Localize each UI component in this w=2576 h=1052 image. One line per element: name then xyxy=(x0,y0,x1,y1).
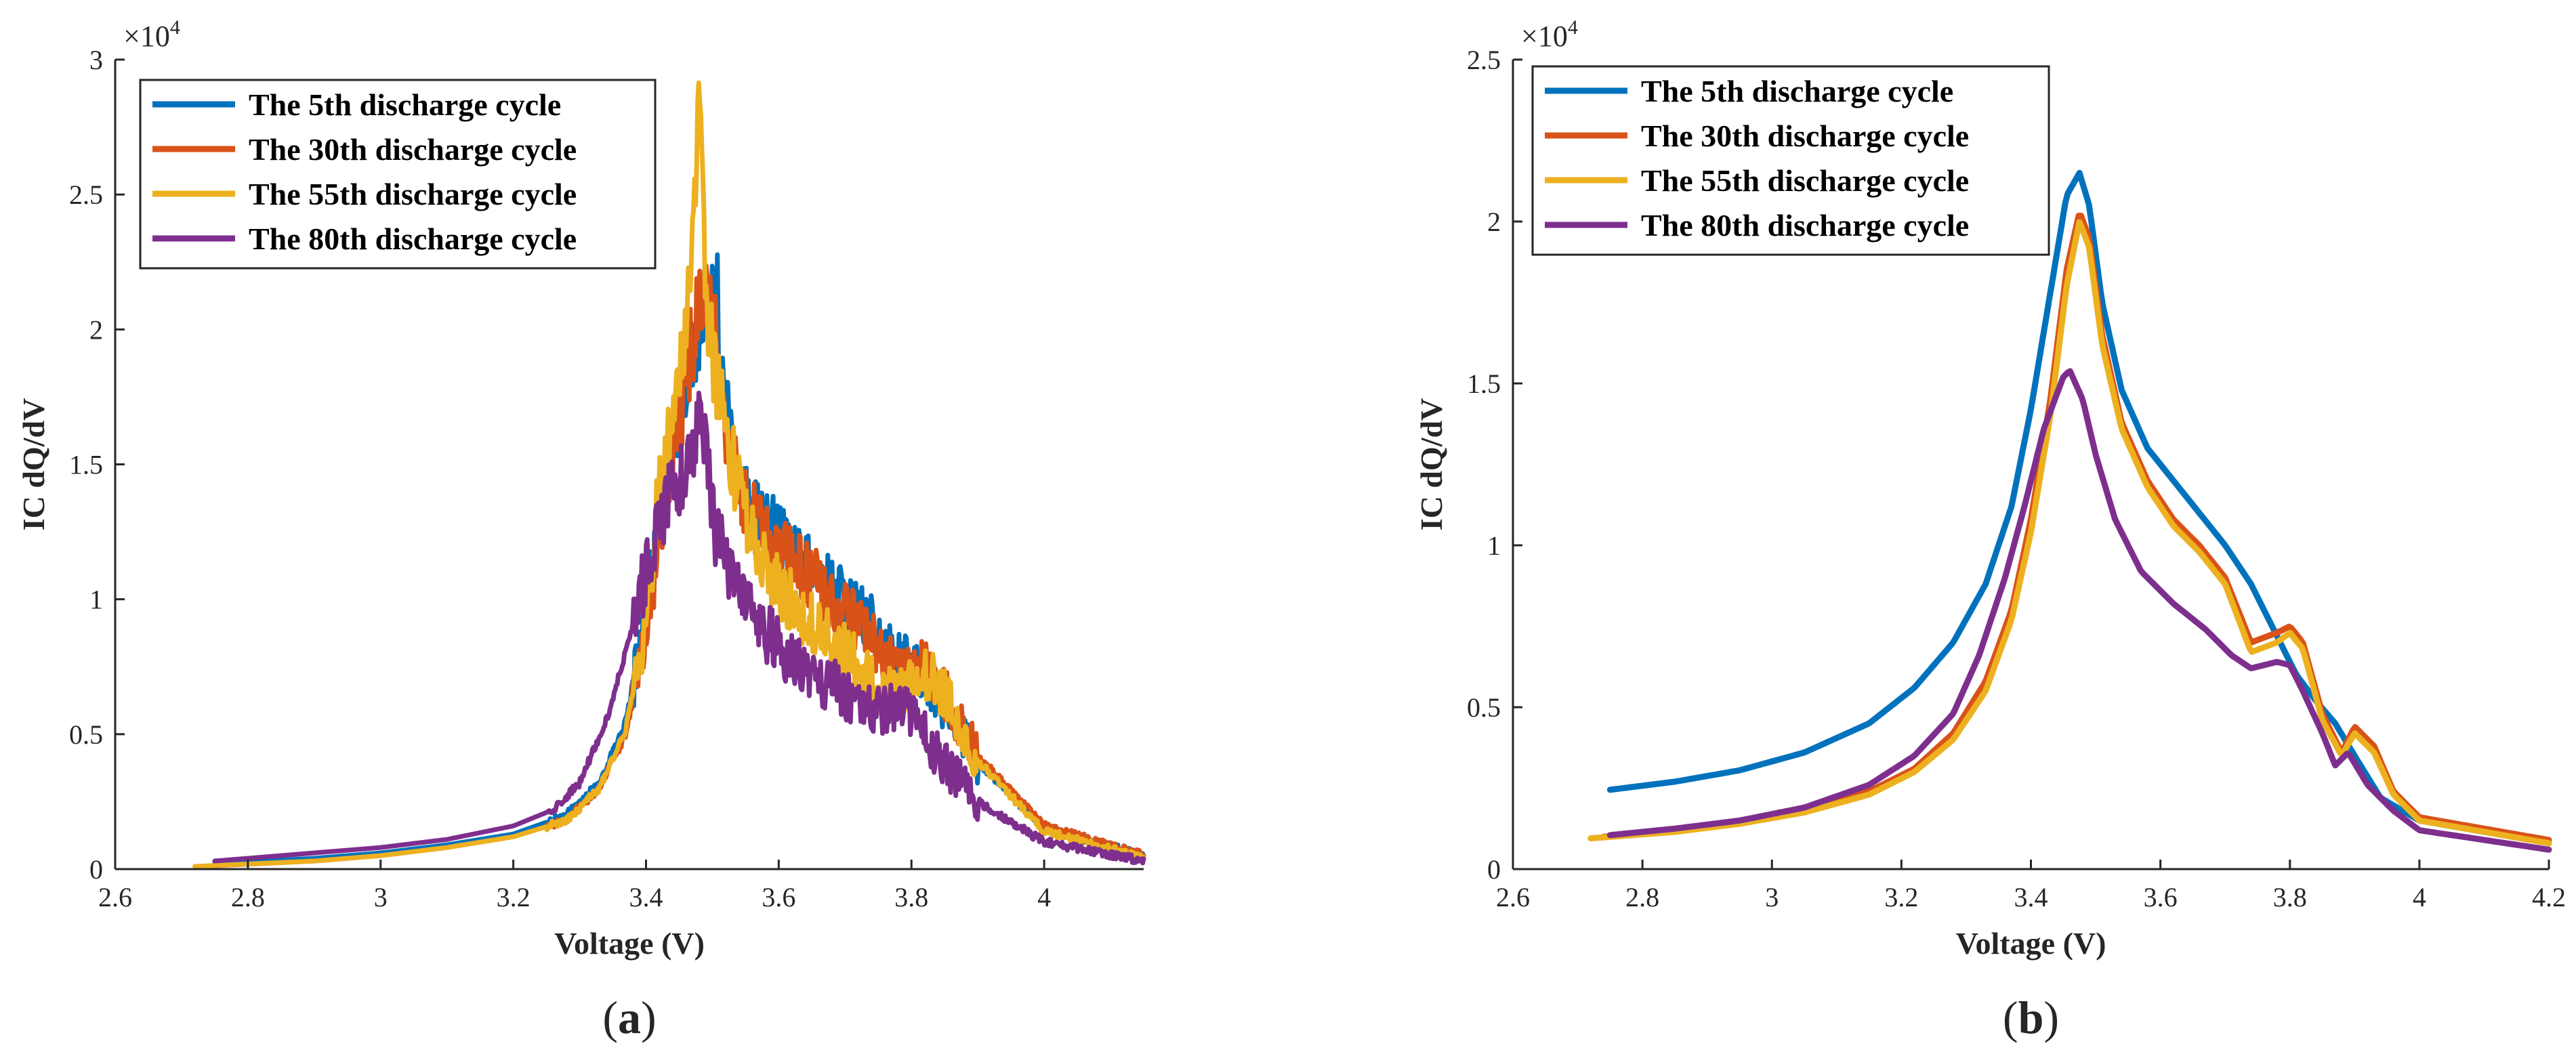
x-tick-label: 3.4 xyxy=(2014,882,2048,912)
panel-label-close: ) xyxy=(2043,992,2059,1043)
x-axis-label: Voltage (V) xyxy=(554,926,705,961)
panel-label-close: ) xyxy=(641,992,657,1043)
y-tick-label: 0.5 xyxy=(69,719,103,750)
panel-label: (b) xyxy=(2003,992,2059,1043)
y-tick-label: 1 xyxy=(1487,530,1501,561)
y-tick-label: 1.5 xyxy=(69,450,103,480)
panel-label-letter: a xyxy=(618,992,641,1043)
x-tick-label: 3 xyxy=(374,882,388,912)
series-line-3 xyxy=(1587,219,2552,847)
x-tick-label: 3.8 xyxy=(2273,882,2307,912)
x-tick-label: 2.6 xyxy=(98,882,132,912)
series-group xyxy=(192,80,1146,869)
x-tick-label: 4 xyxy=(2413,882,2426,912)
x-tick-label: 3.6 xyxy=(762,882,795,912)
panel-label: (a) xyxy=(602,992,656,1043)
legend-entry-3: The 55th discharge cycle xyxy=(1641,163,1969,198)
y-multiplier-exponent: 4 xyxy=(1568,16,1578,39)
x-tick-label: 3 xyxy=(1765,882,1779,912)
x-tick-label: 3.4 xyxy=(629,882,663,912)
legend-entry-2: The 30th discharge cycle xyxy=(1641,119,1969,153)
y-tick-label: 0 xyxy=(89,854,103,885)
y-tick-label: 3 xyxy=(89,45,103,75)
series-line-4 xyxy=(212,390,1146,866)
legend: The 5th discharge cycle The 30th discharg… xyxy=(139,79,657,270)
series-line-4 xyxy=(1606,368,2552,853)
legend: The 5th discharge cycle The 30th discharg… xyxy=(1531,65,2050,256)
y-multiplier-base: ×10 xyxy=(123,20,170,53)
series-line-2 xyxy=(199,263,1146,869)
series-line-1 xyxy=(1606,169,2552,847)
y-tick-label: 0.5 xyxy=(1467,692,1501,723)
series-group xyxy=(1587,169,2552,853)
legend-entry-4: The 80th discharge cycle xyxy=(249,222,577,256)
panel-label-open: ( xyxy=(602,992,618,1043)
legend-entry-1: The 5th discharge cycle xyxy=(1641,74,1953,108)
y-tick-label: 2 xyxy=(89,314,103,345)
x-tick-label: 3.2 xyxy=(497,882,531,912)
legend-entry-2: The 30th discharge cycle xyxy=(249,132,577,167)
legend-entry-4: The 80th discharge cycle xyxy=(1641,208,1969,243)
y-tick-label: 2.5 xyxy=(69,180,103,210)
x-tick-label: 3.6 xyxy=(2144,882,2178,912)
y-tick-label: 0 xyxy=(1487,854,1501,885)
x-tick-label: 4 xyxy=(1037,882,1051,912)
y-tick-label: 2 xyxy=(1487,207,1501,237)
x-tick-label: 3.8 xyxy=(894,882,928,912)
x-axis-label: Voltage (V) xyxy=(1956,926,2106,961)
panel-label-letter: b xyxy=(2018,992,2044,1043)
x-tick-label: 2.8 xyxy=(1625,882,1659,912)
y-multiplier-exponent: 4 xyxy=(170,16,180,39)
x-tick-label: 2.8 xyxy=(231,882,265,912)
y-tick-label: 1.5 xyxy=(1467,369,1501,399)
y-multiplier-base: ×10 xyxy=(1521,20,1568,53)
chart-panel-a: 2.6 2.8 3 3.2 3.4 3.6 3.8 400.511.522.53×104Vol… xyxy=(16,16,1146,1043)
legend-entry-3: The 55th discharge cycle xyxy=(249,177,577,211)
x-tick-label: 4.2 xyxy=(2532,882,2566,912)
y-multiplier: ×104 xyxy=(123,16,180,53)
x-tick-label: 2.6 xyxy=(1496,882,1530,912)
chart-panel-b: 2.6 2.8 3 3.2 3.4 3.6 3.8 4 4.200.511.522.5×104V… xyxy=(1414,16,2566,1043)
series-line-2 xyxy=(1600,213,2552,843)
y-multiplier: ×104 xyxy=(1521,16,1578,53)
y-axis-label: IC dQ/dV xyxy=(16,398,51,531)
y-axis-label: IC dQ/dV xyxy=(1414,398,1449,531)
legend-entry-1: The 5th discharge cycle xyxy=(249,87,561,122)
y-tick-label: 1 xyxy=(89,585,103,615)
x-tick-label: 3.2 xyxy=(1884,882,1918,912)
y-tick-label: 2.5 xyxy=(1467,45,1501,75)
panel-label-open: ( xyxy=(2003,992,2018,1043)
